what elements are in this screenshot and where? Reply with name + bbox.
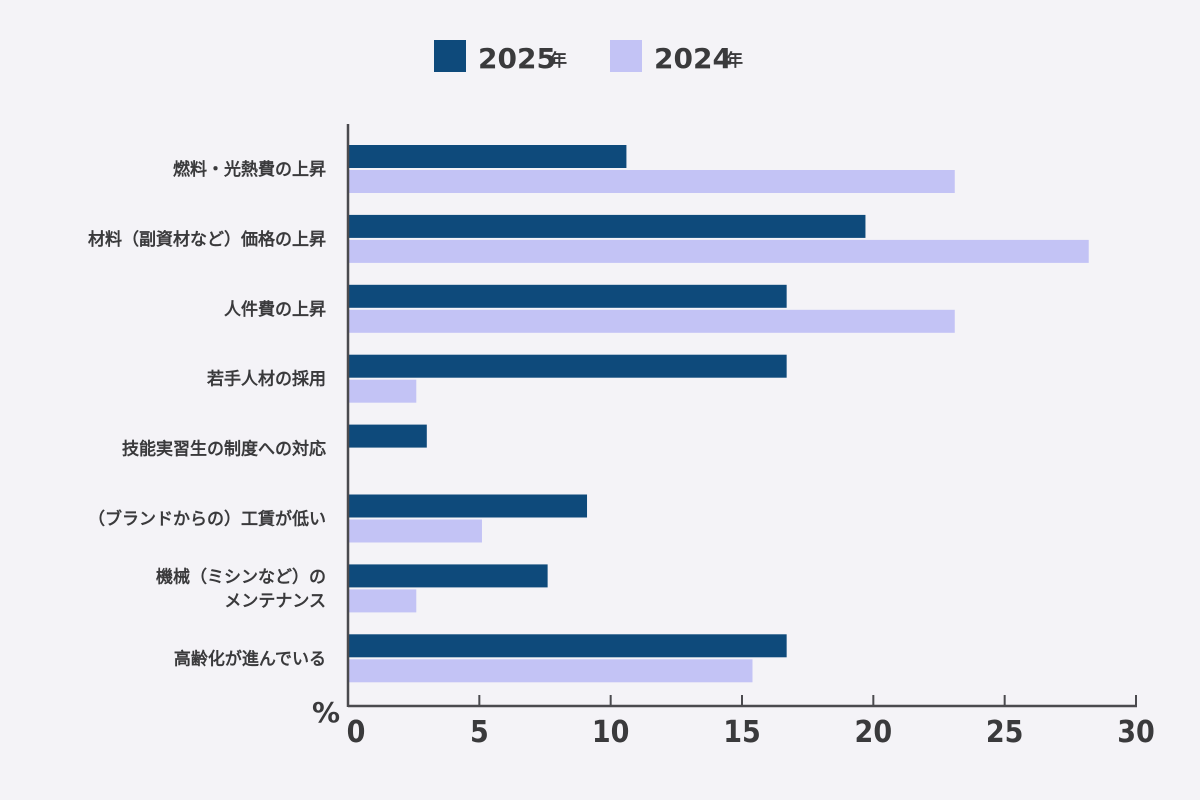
bar-2024-7 bbox=[348, 659, 753, 683]
bar-2025-4 bbox=[348, 424, 427, 448]
x-tick-label-0: 0 bbox=[347, 715, 366, 750]
x-tick-label-30: 30 bbox=[1117, 715, 1155, 750]
category-label-5: （ブランドからの）工賃が低い bbox=[88, 509, 326, 530]
bar-2025-3 bbox=[348, 354, 787, 378]
bar-2024-5 bbox=[348, 519, 482, 543]
bar-2025-5 bbox=[348, 494, 588, 518]
bar-2025-1 bbox=[348, 214, 866, 238]
x-tick-label-20: 20 bbox=[855, 715, 893, 750]
category-label-6-1: メンテナンス bbox=[224, 591, 326, 611]
bars bbox=[348, 145, 1089, 683]
x-tick-label-10: 10 bbox=[592, 715, 630, 750]
tick-labels: 0 5 10 15 20 25 30% bbox=[312, 696, 1155, 750]
x-tick-label-25: 25 bbox=[986, 715, 1024, 750]
legend-label-2024: 2024 bbox=[654, 42, 732, 75]
bar-2025-6 bbox=[348, 564, 548, 588]
category-label-1: 材料（副資材など）価格の上昇 bbox=[88, 229, 326, 250]
bar-2025-7 bbox=[348, 634, 787, 658]
legend-swatch-2024 bbox=[610, 40, 642, 72]
legend-swatch-2025 bbox=[434, 40, 466, 72]
x-tick-label-15: 15 bbox=[723, 715, 761, 750]
bar-2025-0 bbox=[348, 145, 627, 168]
x-tick-label-5: 5 bbox=[470, 715, 489, 750]
bar-2024-2 bbox=[348, 309, 955, 333]
category-label-3: 若手人材の採用 bbox=[206, 369, 326, 390]
bar-2024-3 bbox=[348, 379, 417, 403]
unit-label: % bbox=[312, 696, 340, 729]
category-label-6-0: 機械（ミシンなど）の bbox=[156, 566, 326, 587]
category-label-0: 燃料・光熱費の上昇 bbox=[173, 159, 326, 180]
bar-2025-2 bbox=[348, 284, 787, 308]
legend-label-2025: 2025 bbox=[478, 42, 556, 75]
bar-2024-1 bbox=[348, 239, 1089, 263]
legend-suffix-2024: 年 bbox=[726, 50, 743, 71]
category-label-4: 技能実習生の制度への対応 bbox=[122, 439, 326, 460]
bar-2024-6 bbox=[348, 589, 417, 613]
bar-2024-0 bbox=[348, 170, 955, 193]
axes bbox=[346, 124, 1137, 708]
legend-suffix-2025: 年 bbox=[550, 50, 567, 71]
category-label-7: 高齢化が進んでいる bbox=[174, 648, 326, 669]
category-labels: 燃料・光熱費の上昇材料（副資材など）価格の上昇人件費の上昇若手人材の採用技能実習… bbox=[88, 159, 326, 669]
category-label-2: 人件費の上昇 bbox=[224, 299, 326, 320]
